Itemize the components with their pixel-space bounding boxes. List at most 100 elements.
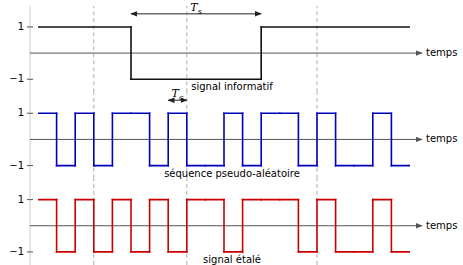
panel-label: séquence pseudo-aléatoire bbox=[164, 168, 300, 179]
reference-line bbox=[317, 6, 318, 92]
step-segment bbox=[112, 112, 131, 114]
step-segment bbox=[112, 199, 131, 201]
step-segment bbox=[354, 251, 373, 253]
step-segment bbox=[373, 199, 392, 201]
step-segment bbox=[336, 165, 355, 167]
panel: temps−11signal étalé bbox=[9, 179, 457, 265]
step-segment bbox=[150, 199, 169, 201]
step-segment bbox=[261, 26, 410, 28]
step-riser bbox=[112, 113, 114, 165]
step-segment bbox=[317, 112, 336, 114]
step-segment bbox=[373, 112, 392, 114]
y-tick bbox=[27, 199, 33, 200]
step-riser bbox=[372, 200, 374, 252]
step-segment bbox=[317, 199, 336, 201]
step-segment bbox=[336, 251, 355, 253]
step-riser bbox=[74, 113, 76, 165]
y-tick bbox=[27, 79, 33, 80]
step-segment bbox=[75, 112, 94, 114]
y-tick bbox=[27, 26, 33, 27]
panel: temps −1 1 Tc séquence pseudo-aléatoire bbox=[9, 87, 457, 178]
y-tick-label: 1 bbox=[18, 21, 24, 32]
reference-line bbox=[186, 179, 187, 265]
reference-line bbox=[93, 6, 94, 92]
step-segment bbox=[187, 199, 206, 201]
panel-label: signal étalé bbox=[203, 254, 261, 265]
y-tick-label: −1 bbox=[9, 73, 24, 84]
step-riser bbox=[372, 113, 374, 165]
step-segment bbox=[280, 199, 299, 201]
time-axis bbox=[30, 53, 422, 54]
interval-label: Tc bbox=[172, 87, 184, 102]
step-line bbox=[38, 200, 410, 252]
step-riser bbox=[74, 200, 76, 252]
step-riser bbox=[260, 27, 262, 79]
time-axis bbox=[30, 139, 422, 140]
step-riser bbox=[130, 27, 132, 79]
step-segment bbox=[168, 251, 187, 253]
reference-line bbox=[317, 179, 318, 265]
y-tick-label: −1 bbox=[9, 246, 24, 257]
step-segment bbox=[94, 165, 113, 167]
step-segment bbox=[261, 112, 280, 114]
step-riser bbox=[316, 113, 318, 165]
reference-line bbox=[317, 92, 318, 178]
step-riser bbox=[167, 200, 169, 252]
step-riser bbox=[335, 113, 337, 165]
y-tick-label: −1 bbox=[9, 160, 24, 171]
step-segment bbox=[391, 165, 410, 167]
step-segment bbox=[187, 165, 206, 167]
step-segment bbox=[131, 112, 150, 114]
step-segment bbox=[224, 251, 243, 253]
interval-label: Ts bbox=[190, 1, 201, 16]
step-line bbox=[38, 27, 410, 79]
step-segment bbox=[261, 199, 280, 201]
step-segment bbox=[38, 199, 57, 201]
step-riser bbox=[186, 200, 188, 252]
step-segment bbox=[75, 199, 94, 201]
step-riser bbox=[260, 113, 262, 165]
step-segment bbox=[243, 165, 262, 167]
panel: temps −1 1 Ts signal informatif bbox=[9, 1, 457, 92]
step-segment bbox=[168, 112, 187, 114]
step-segment bbox=[150, 165, 169, 167]
step-segment bbox=[205, 199, 224, 201]
step-riser bbox=[391, 200, 393, 252]
step-segment bbox=[57, 251, 76, 253]
step-riser bbox=[242, 113, 244, 165]
step-riser bbox=[130, 200, 132, 252]
step-segment bbox=[205, 165, 224, 167]
step-riser bbox=[298, 113, 300, 165]
step-segment bbox=[224, 112, 243, 114]
step-line bbox=[38, 113, 410, 165]
step-segment bbox=[38, 26, 131, 28]
step-segment bbox=[57, 165, 76, 167]
step-segment bbox=[38, 112, 57, 114]
step-riser bbox=[56, 113, 58, 165]
step-segment bbox=[243, 199, 262, 201]
step-riser bbox=[335, 200, 337, 252]
step-segment bbox=[298, 251, 317, 253]
step-segment bbox=[354, 165, 373, 167]
step-segment bbox=[280, 112, 299, 114]
step-riser bbox=[391, 113, 393, 165]
figure: temps −1 1 Ts signal informatif temps −1 1 Tc séq… bbox=[0, 0, 463, 265]
step-riser bbox=[298, 200, 300, 252]
y-tick bbox=[27, 165, 33, 166]
step-riser bbox=[316, 200, 318, 252]
x-axis-label: temps bbox=[426, 47, 457, 58]
step-riser bbox=[242, 200, 244, 252]
y-tick-label: 1 bbox=[18, 107, 24, 118]
step-riser bbox=[149, 113, 151, 165]
step-segment bbox=[298, 165, 317, 167]
step-riser bbox=[223, 113, 225, 165]
step-riser bbox=[93, 113, 95, 165]
step-segment bbox=[131, 251, 150, 253]
y-tick bbox=[27, 113, 33, 114]
x-axis-label: temps bbox=[426, 133, 457, 144]
step-riser bbox=[56, 200, 58, 252]
step-segment bbox=[391, 251, 410, 253]
step-riser bbox=[93, 200, 95, 252]
time-axis bbox=[30, 225, 422, 226]
panel-label: signal informatif bbox=[191, 81, 273, 92]
